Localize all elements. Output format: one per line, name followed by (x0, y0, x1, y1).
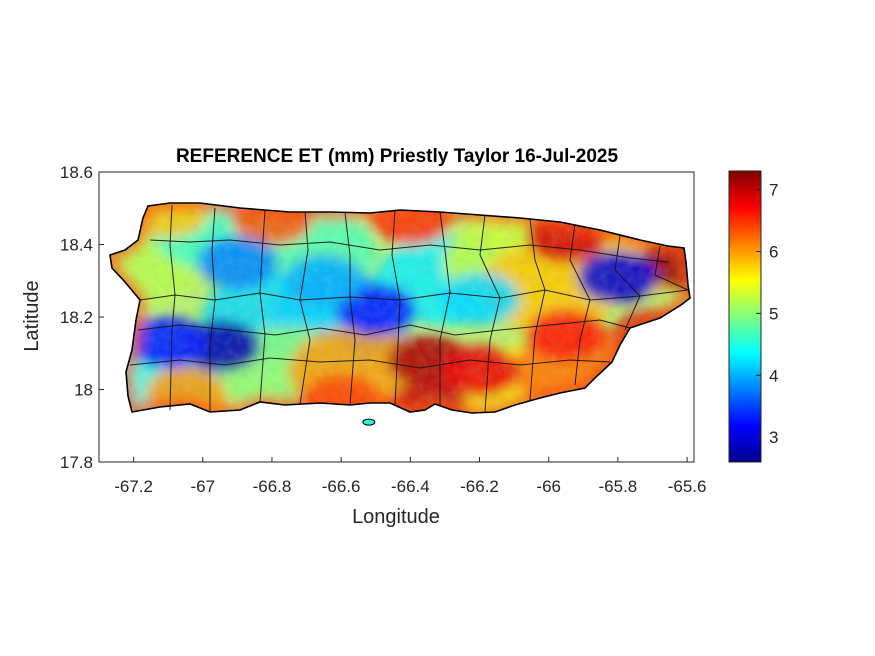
colorbar-ticks: 3 4 5 6 7 (756, 181, 778, 447)
municipality-boundary (569, 223, 591, 386)
map-title: REFERENCE ET (mm) Priestly Taylor 16-Jul… (176, 146, 618, 167)
colorbar-tick-label: 7 (769, 181, 778, 200)
municipality-boundaries (129, 204, 689, 413)
colorbar-tick-label: 6 (769, 242, 778, 261)
y-tick-label: 17.8 (60, 453, 93, 472)
municipality-boundary (169, 204, 176, 411)
municipality-boundary (529, 218, 546, 401)
municipality-boundary (479, 214, 501, 413)
municipality-boundary (137, 319, 631, 336)
municipality-boundary (259, 209, 266, 403)
colorbar: 3 4 5 6 7 (728, 170, 778, 463)
map-plot-area (98, 171, 695, 463)
colorbar-tick-label: 5 (769, 304, 778, 323)
x-tick-label: -67.2 (114, 477, 153, 496)
x-tick-label: -66.4 (391, 477, 430, 496)
island-coastline (109, 202, 691, 414)
colorbar-tick-label: 3 (769, 428, 778, 447)
x-tick-label: -65.8 (599, 477, 638, 496)
y-tick-label: 18.2 (60, 308, 93, 327)
municipality-boundary (209, 207, 216, 412)
x-tick-label: -66.8 (253, 477, 292, 496)
x-tick-label: -66.6 (322, 477, 361, 496)
municipality-boundary (299, 211, 311, 405)
colorbar-gradient (728, 170, 762, 463)
municipality-boundary (344, 212, 356, 406)
municipality-boundary (614, 235, 641, 331)
x-tick-label: -65.6 (668, 477, 707, 496)
x-tick-label: -66.2 (460, 477, 499, 496)
y-axis: 17.8 18 18.2 18.4 18.6 (60, 163, 104, 472)
municipality-boundary (391, 209, 401, 406)
colorbar-tick-label: 4 (769, 366, 778, 385)
y-tick-label: 18 (74, 381, 93, 400)
offshore-islets (362, 418, 376, 426)
y-axis-label: Latitude (21, 280, 43, 351)
x-axis: -67.2 -67 -66.8 -66.6 -66.4 -66.2 -66 -65.8 -65.… (114, 457, 706, 496)
y-tick-label: 18.6 (60, 163, 93, 182)
municipality-boundary (654, 245, 689, 291)
x-tick-label: -66 (536, 477, 561, 496)
x-tick-label: -67 (190, 477, 215, 496)
municipality-boundary (439, 211, 451, 405)
x-axis-label: Longitude (352, 506, 440, 528)
municipality-boundary (149, 239, 669, 263)
islet (362, 418, 376, 426)
y-tick-label: 18.4 (60, 236, 93, 255)
